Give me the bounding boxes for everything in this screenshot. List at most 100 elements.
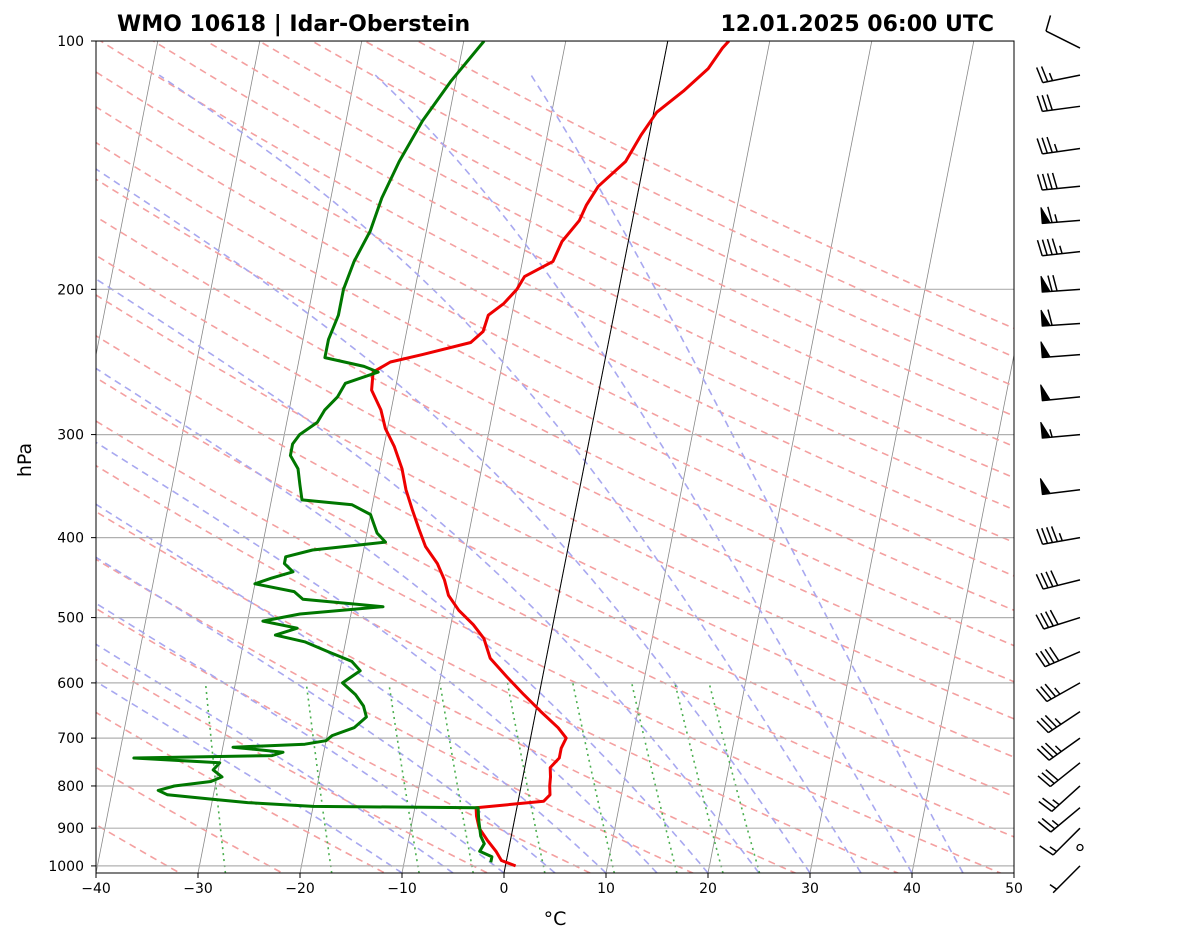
dry-adiabat-line [96,510,798,873]
dry-adiabat-line [258,41,1014,417]
zero-isotherm-line [503,41,669,873]
barb-full [1036,720,1049,734]
barb-pennant [1040,309,1051,327]
moist-adiabat-line [96,503,607,873]
moist-adiabat-line [96,643,454,873]
x-tick-label: −20 [285,881,315,897]
y-axis: 100 200 300 400 500 600 700 800 900 1000 [48,34,96,875]
barb-staff [1048,737,1081,761]
barb-full [1041,239,1048,256]
barb-full [1035,573,1044,590]
barb-half [1049,846,1058,853]
barb-staff [1051,785,1081,812]
x-tick-label: 0 [500,881,509,897]
y-tick-label: 500 [57,611,84,627]
wind-barb [1036,172,1081,191]
barb-half [1049,429,1053,438]
dry-adiabat-line [96,141,1014,612]
barb-full [1046,173,1053,190]
mixing-ratio-line [204,682,227,873]
wind-barbs [1035,15,1084,894]
x-tick-label: −10 [387,881,417,897]
wind-barb [1045,15,1081,49]
barb-full [1051,172,1058,189]
x-tick-label: 40 [903,881,921,897]
barb-half [1051,819,1059,827]
x-axis: −40 −30 −20 −10 0 10 20 30 40 50 [81,873,1023,897]
x-tick-label: 30 [801,881,819,897]
isotherm-line [401,41,567,873]
barb-full [1050,570,1059,586]
barb-full [1040,66,1049,82]
mixing-ratio-line [708,682,761,873]
isotherm-line [96,41,159,357]
barb-staff [1042,147,1081,155]
wind-barb [1036,710,1081,734]
moist-adiabat-line [96,556,556,873]
wind-barb [1049,865,1081,894]
wind-barb [1036,136,1081,155]
barb-half [1049,884,1058,890]
wind-barb [1035,646,1081,668]
barb-half [1059,245,1063,254]
isotherm-line [1013,871,1014,873]
wind-barb [1040,309,1081,327]
barb-full [1047,275,1053,292]
barb-full [1047,206,1053,223]
barb-pennant [1040,207,1051,224]
barb-full [1035,67,1044,83]
barb-half [1052,799,1060,806]
barb-full [1036,239,1043,256]
barb-half [1053,143,1058,153]
barb-full [1047,309,1053,326]
barb-full [1045,15,1052,32]
isotherm-line [911,352,1014,873]
barb-full [1045,571,1054,587]
barb-half [1058,532,1063,542]
moist-adiabat-line [374,74,913,873]
x-tick-label: 10 [597,881,615,897]
wind-barb [1040,421,1081,439]
barb-full [1036,138,1044,155]
barb-staff [1042,250,1081,257]
barb-half [1054,745,1062,753]
barb-pennant [1040,275,1051,293]
y-tick-label: 700 [57,731,84,747]
background-lines [96,41,1014,873]
y-tick-label: 400 [57,531,84,547]
wind-barb [1036,238,1081,257]
barb-staff [1050,807,1081,833]
dry-adiabat-line [96,215,1014,683]
dry-adiabat-line [96,711,387,873]
temperature-profile [370,41,731,868]
moist-adiabat-line [158,74,862,873]
x-tick-label: 20 [699,881,717,897]
wind-barb [1035,609,1081,630]
x-axis-label: °C [544,908,567,930]
dry-adiabat-line [417,41,1014,330]
wind-barb [1037,807,1081,833]
dry-adiabat-line [96,766,284,873]
dry-adiabat-line [205,41,1014,448]
dry-adiabat-line [96,376,1014,838]
dry-adiabat-line [96,254,1014,720]
dry-adiabat-line [96,178,1014,647]
wind-barb [1039,827,1081,856]
wind-barb [1076,843,1084,852]
wind-barb [1040,206,1081,225]
wind-barb [1036,526,1081,546]
moist-adiabat-line [96,168,811,873]
barb-full [1046,238,1053,255]
x-tick-label: 50 [1005,881,1023,897]
barb-full [1039,650,1051,666]
barb-full [1041,817,1056,830]
y-tick-label: 100 [57,34,84,50]
barb-staff [1042,536,1081,546]
barb-full [1041,527,1049,544]
plot-frame [95,40,1015,874]
datetime-title: 12.01.2025 06:00 UTC [720,12,994,37]
barb-full [1035,652,1046,668]
dry-adiabat-line [96,558,695,873]
dewpoint-profile [132,41,494,863]
barb-full [1038,800,1053,812]
